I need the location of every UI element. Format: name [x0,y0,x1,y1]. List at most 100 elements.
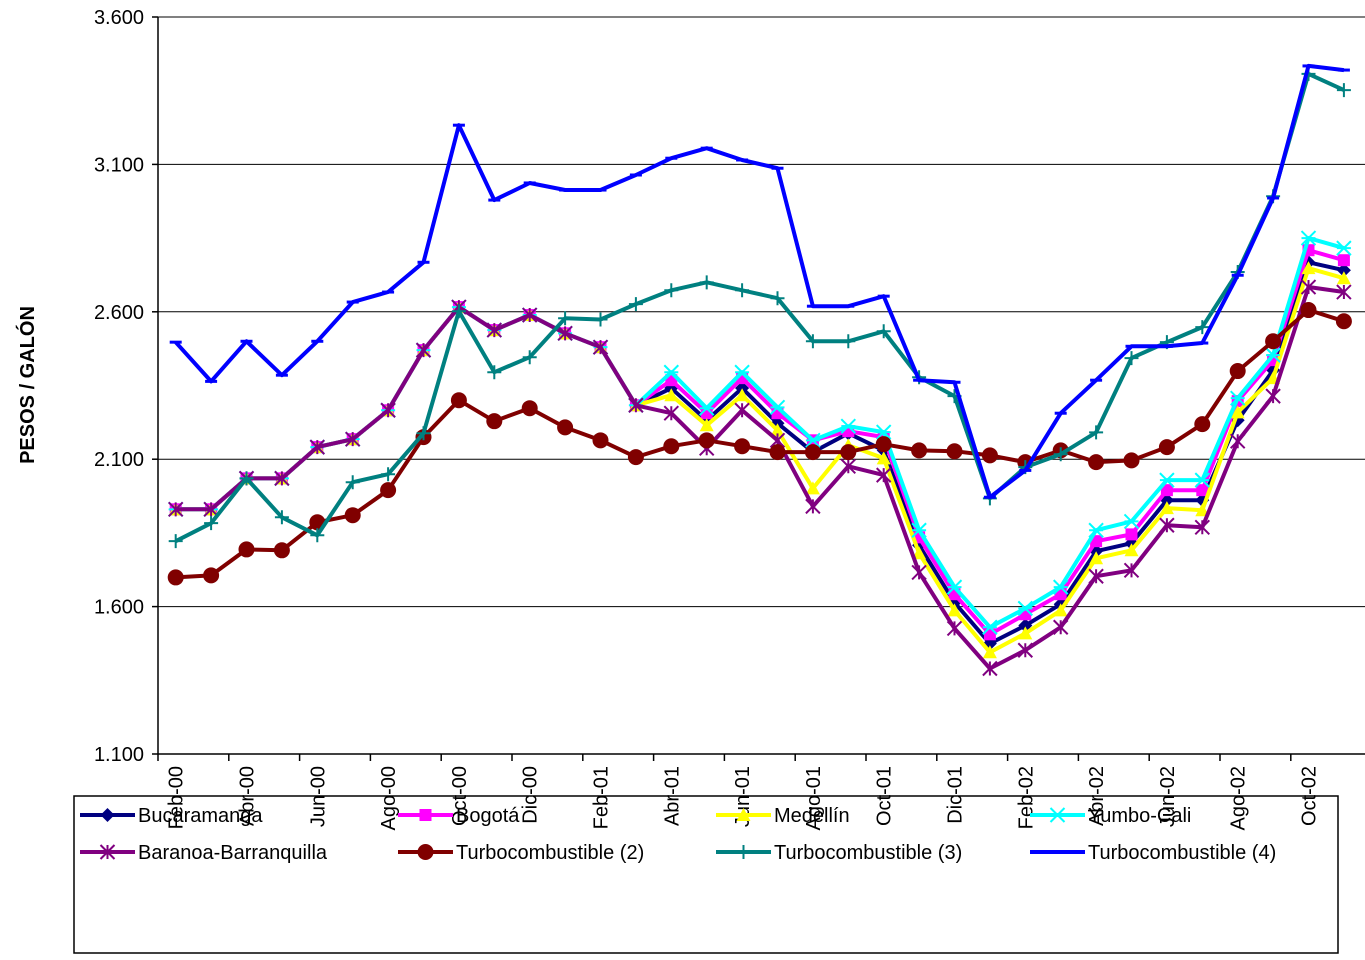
marker [1088,522,1104,538]
marker [735,381,750,396]
marker [417,844,434,860]
marker [1265,333,1282,350]
marker [1088,568,1104,584]
marker [982,645,997,659]
legend-label: Medellín [774,805,850,827]
marker [1053,447,1068,462]
marker [451,304,466,319]
x-tick-label: Dic-01 [945,766,967,824]
marker [769,399,786,416]
legend-box [73,795,1339,954]
marker [1335,313,1352,330]
marker [1265,347,1281,363]
marker [100,808,115,822]
marker [99,844,116,860]
marker [344,507,361,524]
marker [770,423,785,437]
marker [238,541,255,558]
marker [982,660,998,677]
x-tick-label: Feb-02 [1015,766,1037,829]
marker [628,297,643,312]
marker [416,426,431,441]
marker [203,567,220,584]
series [167,279,1352,677]
series [168,261,1351,659]
marker [1125,528,1138,541]
marker [168,534,183,549]
marker [592,339,609,355]
marker [1336,271,1351,285]
marker [1088,454,1105,471]
marker [1160,484,1173,497]
line [174,71,1345,543]
marker [804,444,821,461]
marker [167,501,184,518]
marker [380,482,397,499]
marker [875,436,892,453]
marker [981,447,998,464]
marker [1089,551,1104,565]
marker [1052,579,1069,595]
marker [627,449,644,466]
marker [876,324,891,339]
legend-label: Turbocombustible (3) [774,842,962,864]
marker [381,467,396,482]
marker [592,432,609,449]
legend: Bucaramanga Bogotá Medellín Yumbo-Cali Baran… [80,805,1276,864]
marker [911,564,927,581]
marker [699,418,714,432]
marker [521,307,538,323]
marker [663,438,680,455]
series [168,255,1351,651]
marker [947,603,962,617]
marker [734,438,751,455]
marker [1336,240,1352,256]
marker [309,439,326,455]
y-tick-label: 2.100 [94,449,144,471]
marker [310,528,325,543]
marker [663,405,680,421]
marker [557,419,574,436]
marker [1265,388,1281,404]
marker [1053,603,1068,617]
legend-label: Bucaramanga [138,805,263,827]
plot-area [167,63,1352,677]
line [175,266,1345,655]
legend-label: Bogotá [456,805,520,827]
marker [273,542,290,559]
legend-label: Baranoa-Barranquilla [138,842,328,864]
marker [1195,320,1210,335]
marker [876,451,891,465]
marker [1159,517,1175,533]
marker [735,388,750,402]
marker [1229,390,1246,406]
y-tick-label: 1.600 [94,597,144,619]
marker [557,325,573,342]
marker [1337,254,1350,267]
marker [167,569,184,586]
y-tick-label: 3.100 [94,154,144,176]
marker [875,467,892,483]
marker [805,432,821,449]
legend-label: Turbocombustible (4) [1088,842,1276,864]
marker [840,458,857,474]
marker [912,546,927,560]
marker [1229,433,1246,449]
marker [769,444,786,461]
legend-label: Turbocombustible (2) [456,842,644,864]
marker [1123,513,1140,530]
line [175,236,1345,630]
marker [628,397,644,413]
y-tick-label: 1.100 [94,744,144,766]
marker [558,311,573,326]
marker [486,322,503,338]
marker [204,516,219,531]
y-tick-label: 2.600 [94,302,144,324]
marker [664,283,679,298]
marker [1018,626,1033,640]
marker [239,471,254,486]
marker [450,392,467,409]
marker [1229,363,1246,380]
marker [344,431,361,447]
x-tick-label: Feb-01 [591,766,613,829]
